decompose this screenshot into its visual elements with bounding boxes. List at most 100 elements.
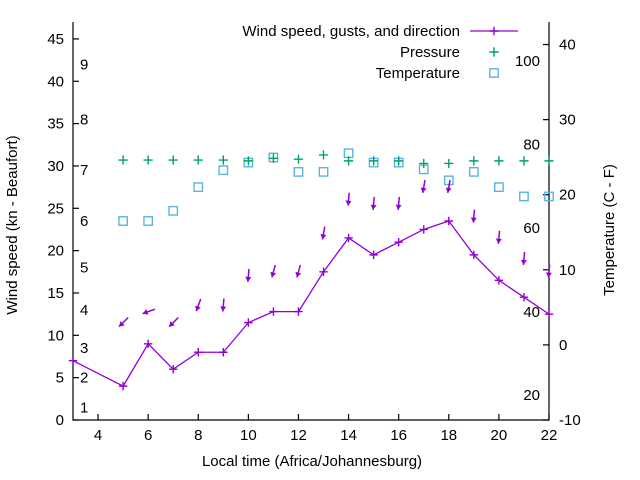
series-temperature (118, 148, 554, 226)
y-left-tick-label: 30 (47, 158, 64, 175)
x-tick-label: 10 (240, 427, 257, 444)
fahrenheit-label: 40 (523, 304, 540, 321)
y-left-tick-label: 5 (56, 370, 64, 387)
wind-speed-marker (544, 309, 554, 319)
y-right-tick-label: 20 (559, 187, 576, 204)
temperature-marker (318, 166, 329, 177)
pressure-marker (293, 154, 304, 164)
wind-direction-arrow (320, 226, 327, 240)
legend-label: Temperature (376, 65, 460, 82)
temperature-marker (293, 166, 304, 177)
wind-speed-marker (394, 237, 403, 247)
pressure-marker (444, 158, 454, 169)
x-tick-label: 8 (194, 427, 202, 444)
arrow-head (470, 217, 477, 223)
wind-direction-arrow (545, 264, 552, 278)
wind-direction-arrow (245, 268, 252, 282)
arrow-head (220, 306, 227, 312)
fahrenheit-label: 80 (523, 136, 540, 153)
temperature-marker (118, 216, 129, 226)
wind-speed-marker (469, 250, 479, 260)
y-left-tick-label: 25 (47, 200, 64, 217)
fahrenheit-label: 100 (515, 53, 540, 70)
wind-direction-arrow (395, 196, 402, 210)
wind-speed-marker (269, 307, 278, 316)
temperature-marker (519, 191, 529, 202)
x-tick-label: 6 (144, 427, 152, 444)
pressure-marker (318, 150, 329, 160)
plot-frame (72, 22, 550, 421)
wind-direction-arrow (270, 264, 277, 278)
arrow-head (420, 187, 427, 193)
axes-group (72, 22, 550, 421)
wind-speed-marker (419, 225, 428, 234)
arrow-head (169, 321, 175, 327)
x-tick-label: 20 (491, 427, 508, 444)
y-right-tick-label: 10 (559, 262, 576, 279)
legend-label: Wind speed, gusts, and direction (242, 23, 460, 40)
x-tick-label: 14 (340, 427, 357, 444)
wind-speed-marker (118, 381, 128, 391)
y-left-tick-label: 45 (47, 31, 64, 48)
beaufort-label: 1 (80, 399, 88, 416)
beaufort-label: 8 (80, 111, 88, 128)
wind-direction-arrow (295, 264, 302, 278)
y-right-tick-label: 30 (559, 112, 576, 129)
wind-speed-marker (244, 318, 253, 327)
pressure-marker (519, 156, 529, 166)
wind-speed-marker (294, 307, 303, 316)
temperature-marker (468, 166, 479, 177)
pressure-marker (369, 156, 379, 166)
pressure-marker (419, 158, 429, 169)
pressure-marker (143, 155, 153, 165)
pressure-marker (469, 156, 479, 166)
wind-direction-arrow (470, 209, 477, 223)
arrow-head (142, 309, 149, 315)
x-tick-label: 12 (290, 427, 307, 444)
wind-direction-arrow (445, 179, 452, 194)
temperature-marker (493, 182, 504, 193)
fahrenheit-label: 20 (523, 387, 540, 404)
wind-speed-marker (444, 216, 453, 226)
arrow-head (195, 305, 201, 312)
wind-speed-marker (344, 233, 353, 243)
arrow-head (295, 271, 302, 278)
x-tick-label: 18 (440, 427, 457, 444)
wind-direction-arrow (220, 298, 227, 312)
wind-direction-arrow (495, 230, 502, 244)
pressure-marker (193, 155, 203, 165)
legend-marker-square (489, 68, 499, 78)
pressure-marker (218, 155, 228, 165)
arrow-head (245, 276, 252, 282)
wind-direction-arrow (370, 196, 377, 210)
pressure-marker (343, 156, 354, 166)
wind-speed-marker (494, 276, 504, 285)
arrow-head (270, 271, 277, 278)
beaufort-labels: 1 2 3 4 5 6 7 8 9 (80, 56, 88, 416)
x-tick-labels: 4 6 8 10 12 14 16 18 20 22 (94, 427, 557, 444)
wind-speed-marker (68, 356, 78, 365)
y-axis-right-title: Temperature (C - F) (601, 164, 618, 296)
x-tick-label: 16 (390, 427, 407, 444)
wind-speed-marker (369, 250, 378, 260)
beaufort-label: 9 (80, 56, 88, 73)
wind-direction-arrow (118, 317, 129, 328)
pressure-marker (494, 156, 504, 166)
temperature-marker (168, 205, 179, 216)
legend-label: Pressure (400, 44, 460, 61)
wind-speed-marker (194, 348, 203, 357)
beaufort-label: 6 (80, 213, 88, 230)
arrow-head (445, 187, 452, 193)
y-right-tick-label: -10 (559, 412, 581, 429)
arrow-head (395, 204, 402, 210)
pressure-marker (394, 156, 404, 166)
wind-speed-marker (143, 339, 153, 348)
series-wind-direction (118, 179, 552, 328)
arrow-head (495, 238, 502, 244)
pressure-marker (168, 155, 178, 165)
y-left-tick-label: 35 (47, 116, 64, 133)
wind-speed-marker (519, 293, 529, 302)
